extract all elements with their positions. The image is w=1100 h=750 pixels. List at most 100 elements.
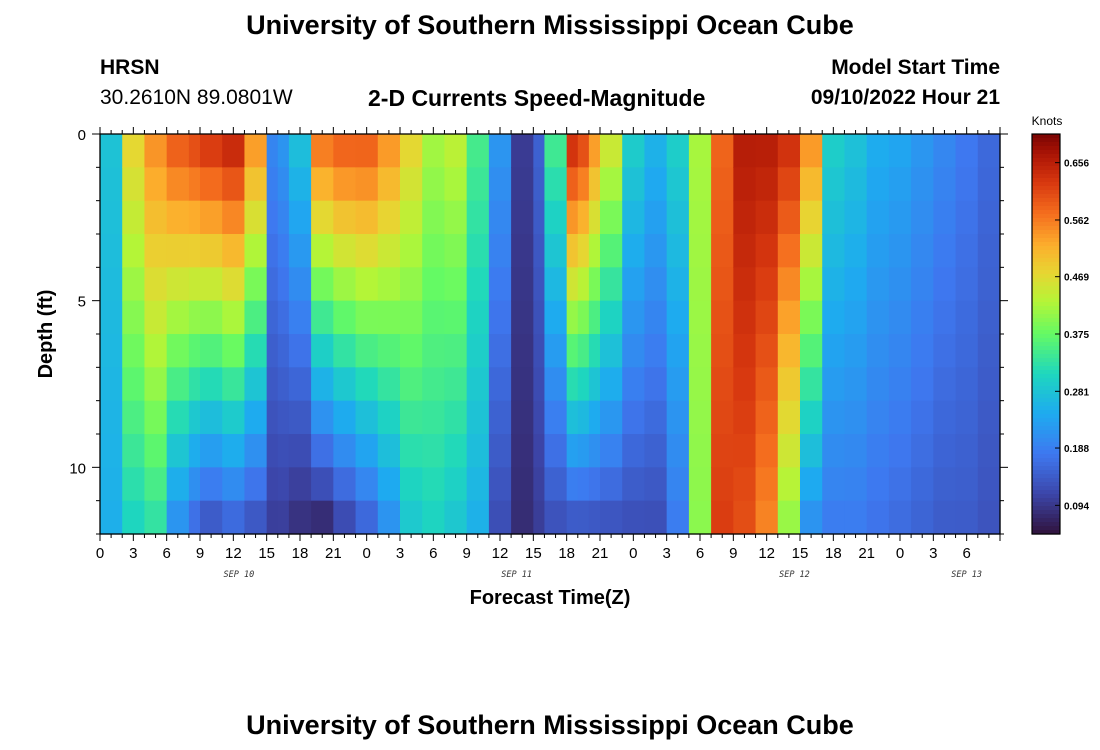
heatmap-cell xyxy=(222,467,246,502)
heatmap-cell xyxy=(544,134,568,168)
heatmap-cell xyxy=(933,334,957,368)
heatmap-cell xyxy=(333,367,357,402)
heatmap-cell xyxy=(166,134,190,168)
heatmap-cell xyxy=(822,134,846,168)
heatmap-cell xyxy=(777,300,801,335)
heatmap-cell xyxy=(577,400,590,435)
heatmap-cell xyxy=(644,500,668,535)
heatmap-cell xyxy=(488,334,512,368)
heatmap-cell xyxy=(566,500,579,535)
heatmap-cell xyxy=(188,234,201,268)
heatmap-cell xyxy=(422,400,446,435)
heatmap-cell xyxy=(955,267,979,302)
heatmap-cell xyxy=(977,267,1001,302)
heatmap-cell xyxy=(400,500,423,535)
heatmap-cell xyxy=(866,167,890,202)
heatmap-cell xyxy=(377,500,401,535)
heatmap-cell xyxy=(422,200,446,235)
heatmap-cell xyxy=(377,267,401,302)
heatmap-cell xyxy=(244,400,268,435)
heatmap-cell xyxy=(533,467,546,502)
heatmap-cell xyxy=(200,334,223,368)
heatmap-cell xyxy=(511,267,534,302)
heatmap-cell xyxy=(955,434,979,468)
heatmap-cell xyxy=(600,467,623,502)
heatmap-cell xyxy=(533,134,546,168)
heatmap-cell xyxy=(333,467,357,502)
heatmap-cell xyxy=(977,400,1001,435)
heatmap-cell xyxy=(711,167,734,202)
colorbar-segment xyxy=(1032,314,1060,319)
heatmap-cell xyxy=(188,334,201,368)
heatmap-cell xyxy=(600,400,623,435)
heatmap-cell xyxy=(400,134,423,168)
heatmap-cell xyxy=(511,500,534,535)
y-tick-label: 5 xyxy=(78,294,86,311)
heatmap-cell xyxy=(288,500,312,535)
heatmap-cell xyxy=(400,167,423,202)
colorbar-segment xyxy=(1032,346,1060,351)
colorbar-segment xyxy=(1032,154,1060,159)
colorbar-segment xyxy=(1032,442,1060,447)
heatmap-cell xyxy=(511,434,534,468)
colorbar-segment xyxy=(1032,390,1060,395)
heatmap-cell xyxy=(577,334,590,368)
heatmap-cell xyxy=(222,167,246,202)
x-tick-label: 0 xyxy=(896,545,904,562)
heatmap-cell xyxy=(166,467,190,502)
heatmap-cell xyxy=(622,367,646,402)
x-tick-label: 0 xyxy=(96,545,104,562)
x-tick-label: 12 xyxy=(225,545,242,562)
heatmap-cell xyxy=(888,434,912,468)
heatmap-cell xyxy=(888,500,912,535)
heatmap-cell xyxy=(577,367,590,402)
colorbar-segment xyxy=(1032,450,1060,455)
heatmap-cell xyxy=(866,334,890,368)
heatmap-cell xyxy=(277,434,290,468)
heatmap-cell xyxy=(444,267,468,302)
heatmap-cell xyxy=(588,367,601,402)
heatmap-cell xyxy=(544,467,568,502)
heatmap-cell xyxy=(122,400,146,435)
colorbar-tick-label: 0.375 xyxy=(1064,330,1089,341)
heatmap-cell xyxy=(666,267,690,302)
heatmap-cell xyxy=(533,300,546,335)
heatmap-cell xyxy=(144,300,168,335)
heatmap-cell xyxy=(711,200,734,235)
heatmap-cell xyxy=(355,400,379,435)
heatmap-cell xyxy=(688,467,712,502)
heatmap-cell xyxy=(144,334,168,368)
colorbar-segment xyxy=(1032,178,1060,183)
heatmap-cell xyxy=(800,267,823,302)
colorbar-units: Knots xyxy=(1032,114,1063,128)
heatmap-cell xyxy=(733,467,757,502)
x-tick-label: 6 xyxy=(429,545,437,562)
date-label: SEP 10 xyxy=(224,570,255,580)
colorbar-segment xyxy=(1032,454,1060,459)
heatmap-cell xyxy=(711,134,734,168)
heatmap-cell xyxy=(866,500,890,535)
model-start-value: 09/10/2022 Hour 21 xyxy=(810,86,1000,109)
colorbar-segment xyxy=(1032,250,1060,255)
heatmap-cell xyxy=(666,134,690,168)
heatmap-cell xyxy=(566,334,579,368)
x-tick-label: 21 xyxy=(858,545,875,562)
heatmap-cell xyxy=(644,267,668,302)
colorbar-segment xyxy=(1032,418,1060,423)
colorbar-segment xyxy=(1032,318,1060,323)
heatmap-cell xyxy=(544,334,568,368)
heatmap-cell xyxy=(100,234,123,268)
heatmap-cell xyxy=(755,167,779,202)
heatmap-cell xyxy=(466,167,490,202)
heatmap-cell xyxy=(122,367,146,402)
heatmap-cell xyxy=(511,467,534,502)
colorbar-segment xyxy=(1032,518,1060,523)
heatmap-cell xyxy=(311,234,334,268)
heatmap-cell xyxy=(711,500,734,535)
heatmap-cell xyxy=(377,334,401,368)
heatmap-cell xyxy=(777,467,801,502)
heatmap-cell xyxy=(588,500,601,535)
date-label: SEP 11 xyxy=(501,570,532,580)
heatmap-cell xyxy=(400,367,423,402)
heatmap-cell xyxy=(277,367,290,402)
